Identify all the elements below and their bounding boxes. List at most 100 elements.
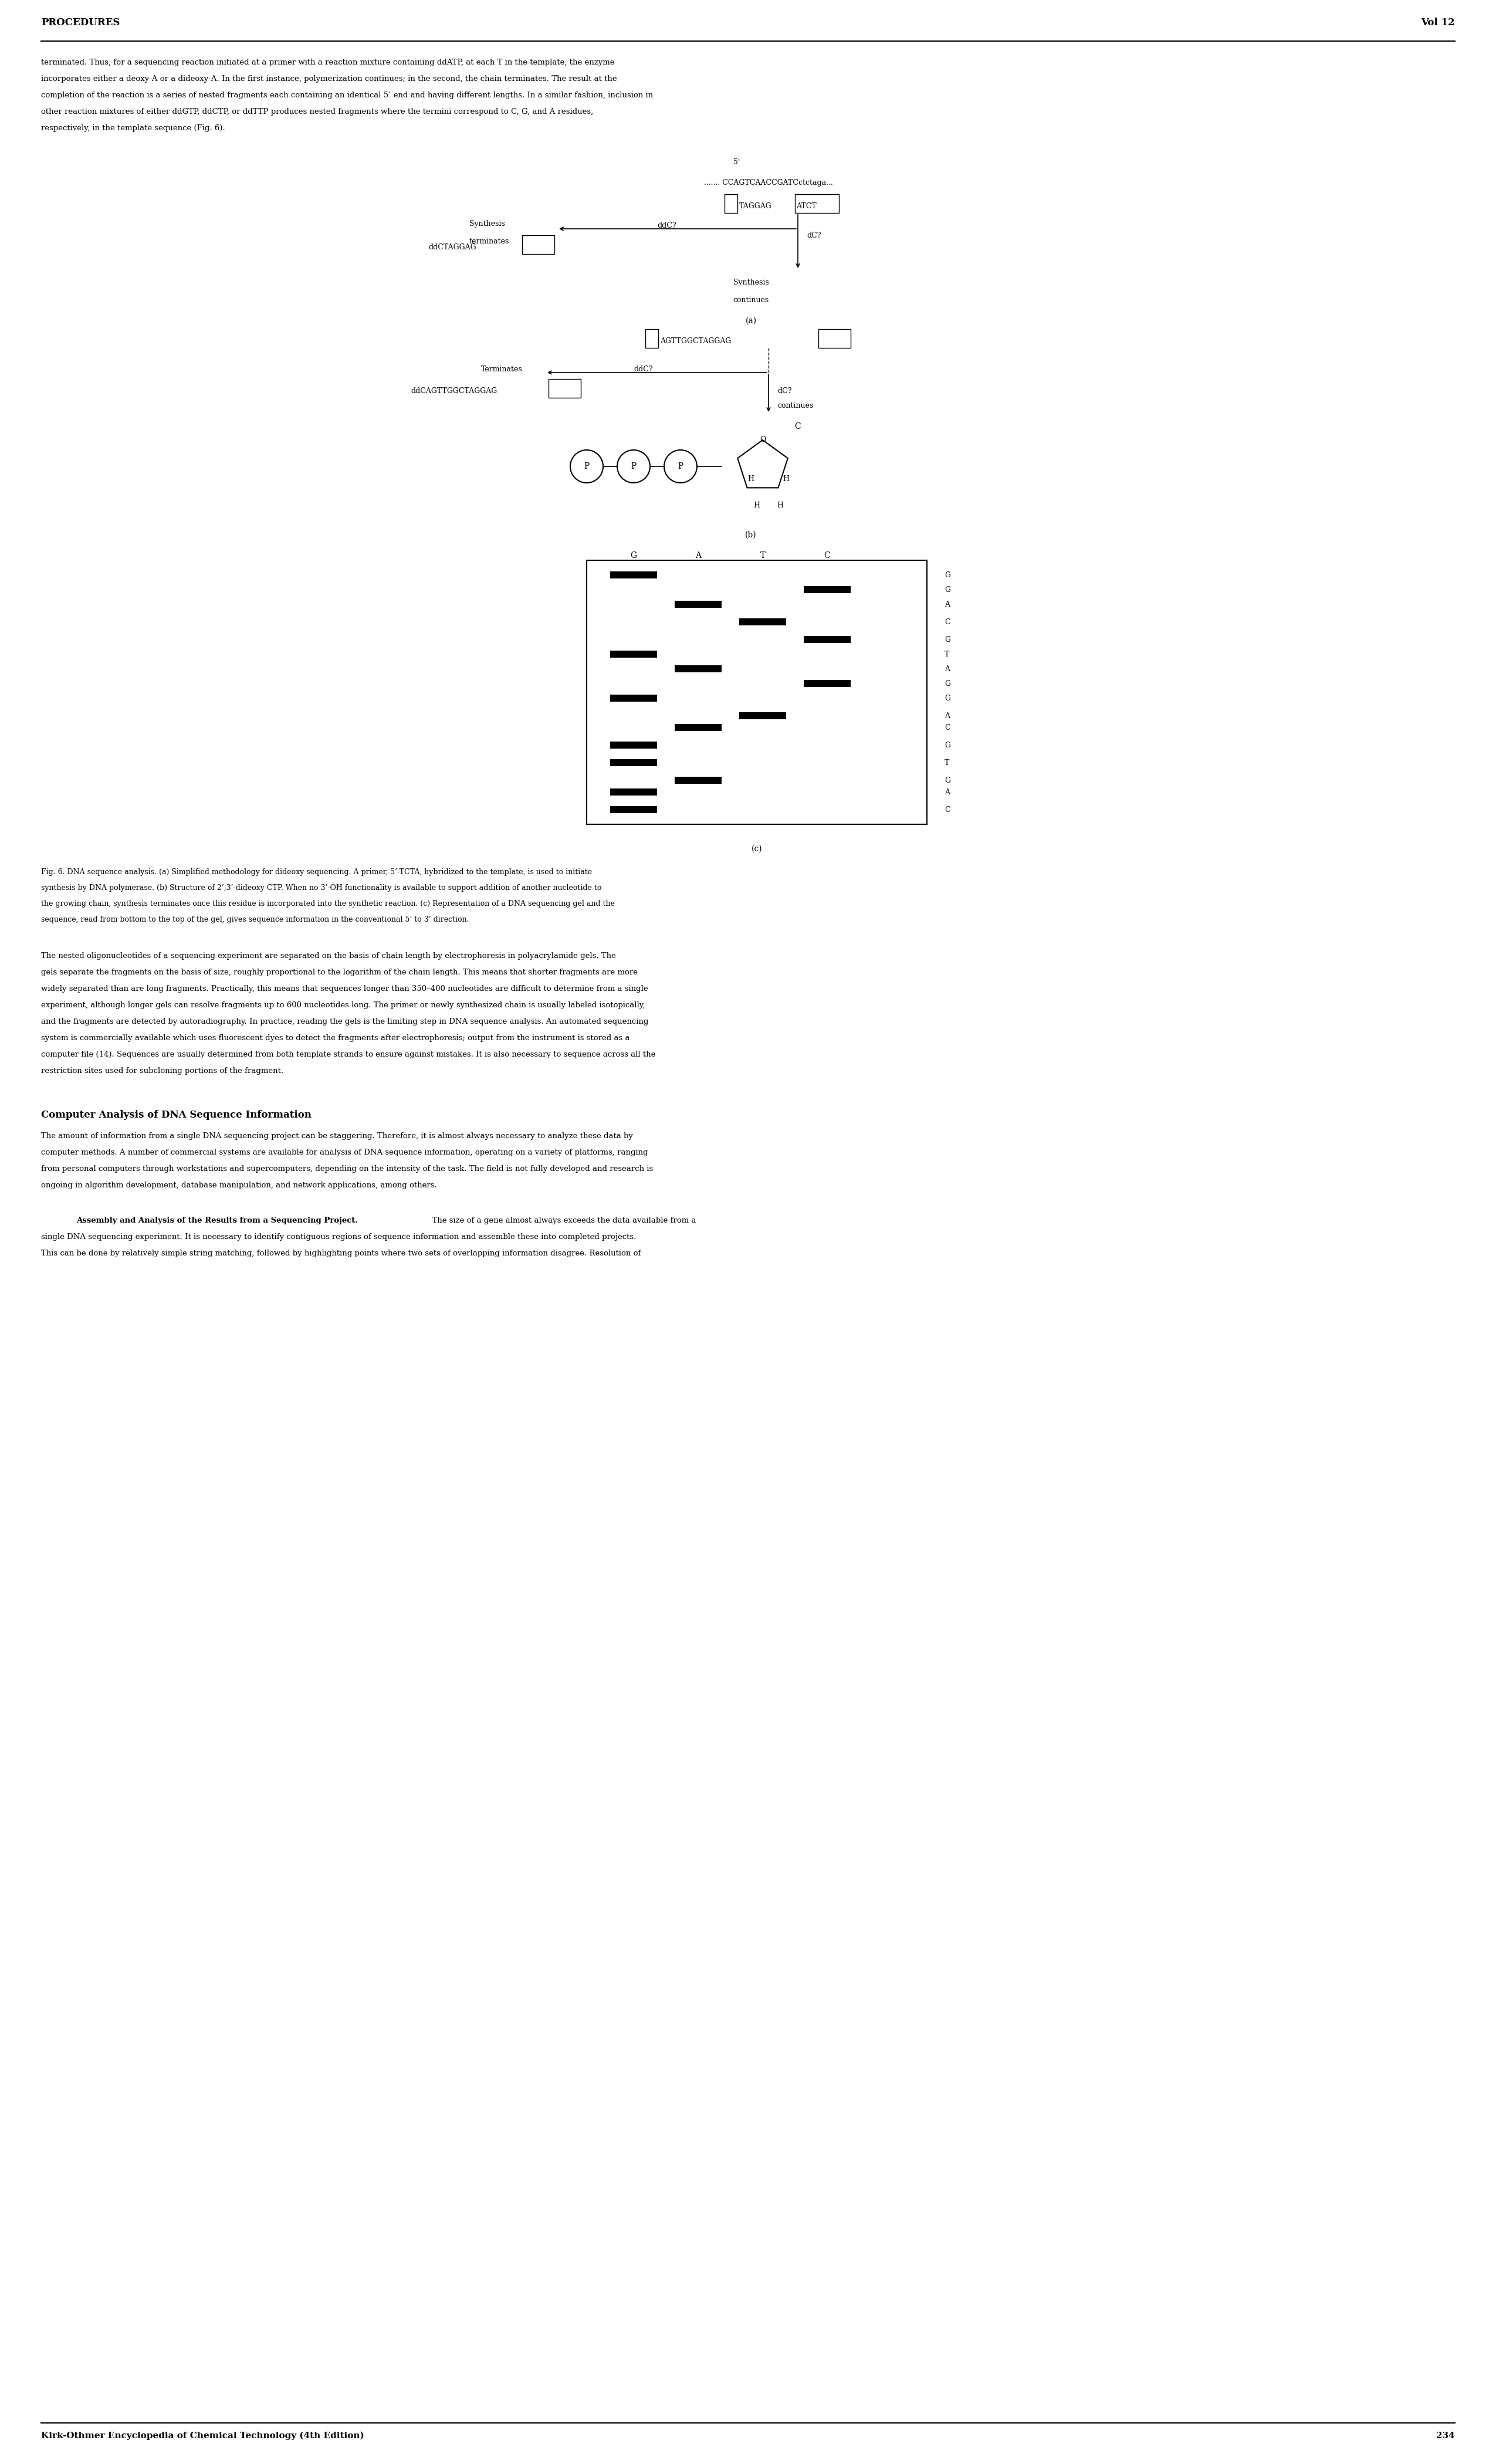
Text: computer file (14). Sequences are usually determined from both template strands : computer file (14). Sequences are usuall… <box>40 1050 655 1060</box>
Text: sequence, read from bottom to the top of the gel, gives sequence information in : sequence, read from bottom to the top of… <box>40 917 470 924</box>
Text: G: G <box>944 680 950 687</box>
Text: system is commercially available which uses fluorescent dyes to detect the fragm: system is commercially available which u… <box>40 1035 630 1042</box>
Text: terminated. Thus, for a sequencing reaction initiated at a primer with a reactio: terminated. Thus, for a sequencing react… <box>40 59 615 67</box>
Text: (b): (b) <box>745 530 757 540</box>
Bar <box>675 601 721 609</box>
Text: C: C <box>944 724 950 732</box>
Bar <box>610 806 657 813</box>
Bar <box>610 650 657 658</box>
Text: Kirk-Othmer Encyclopedia of Chemical Technology (4th Edition): Kirk-Othmer Encyclopedia of Chemical Tec… <box>40 2432 364 2439</box>
Text: ddC?: ddC? <box>634 365 652 372</box>
Text: C: C <box>824 552 830 559</box>
Text: A: A <box>696 552 702 559</box>
Text: Vol 12: Vol 12 <box>1421 17 1456 27</box>
Text: G: G <box>944 636 950 643</box>
Bar <box>610 572 657 579</box>
Text: widely separated than are long fragments. Practically, this means that sequences: widely separated than are long fragments… <box>40 986 648 993</box>
Text: and the fragments are detected by autoradiography. In practice, reading the gels: and the fragments are detected by autora… <box>40 1018 648 1025</box>
Bar <box>803 636 851 643</box>
Bar <box>818 330 851 347</box>
Text: C: C <box>794 421 800 431</box>
Bar <box>794 195 839 212</box>
Text: other reaction mixtures of either ddGTP, ddCTP, or ddTTP produces nested fragmen: other reaction mixtures of either ddGTP,… <box>40 108 594 116</box>
Text: H: H <box>776 503 784 510</box>
Text: A: A <box>944 788 950 796</box>
Text: H: H <box>748 476 754 483</box>
Text: P: P <box>678 463 684 471</box>
Bar <box>610 742 657 749</box>
Text: P: P <box>583 463 589 471</box>
Text: (c): (c) <box>751 845 763 853</box>
Text: experiment, although longer gels can resolve fragments up to 600 nucleotides lon: experiment, although longer gels can res… <box>40 1000 645 1010</box>
Text: 5': 5' <box>733 158 741 165</box>
Text: 234: 234 <box>1436 2432 1456 2439</box>
Bar <box>586 559 928 825</box>
Text: Synthesis: Synthesis <box>470 219 506 227</box>
Text: T: T <box>760 552 766 559</box>
Bar <box>739 712 785 719</box>
Text: dC?: dC? <box>778 387 791 394</box>
Circle shape <box>664 451 697 483</box>
Text: gels separate the fragments on the basis of size, roughly proportional to the lo: gels separate the fragments on the basis… <box>40 968 637 976</box>
Bar <box>549 379 580 397</box>
Text: G: G <box>944 776 950 784</box>
Text: incorporates either a deoxy-A or a dideoxy-A. In the first instance, polymerizat: incorporates either a deoxy-A or a dideo… <box>40 74 616 84</box>
Bar <box>739 618 785 626</box>
Text: The amount of information from a single DNA sequencing project can be staggering: The amount of information from a single … <box>40 1133 633 1141</box>
Bar <box>522 234 555 254</box>
Text: continues: continues <box>733 296 769 303</box>
Text: dC?: dC? <box>806 232 821 239</box>
Text: Synthesis: Synthesis <box>733 278 769 286</box>
Text: H: H <box>754 503 760 510</box>
Circle shape <box>618 451 651 483</box>
Text: C: C <box>944 806 950 813</box>
Bar <box>803 680 851 687</box>
Text: This can be done by relatively simple string matching, followed by highlighting : This can be done by relatively simple st… <box>40 1249 640 1257</box>
Text: ddCAGTTGGCTAGGAG: ddCAGTTGGCTAGGAG <box>411 387 497 394</box>
Text: P: P <box>631 463 636 471</box>
Circle shape <box>570 451 603 483</box>
Text: from personal computers through workstations and supercomputers, depending on th: from personal computers through workstat… <box>40 1165 654 1173</box>
Bar <box>803 586 851 594</box>
Text: The nested oligonucleotides of a sequencing experiment are separated on the basi: The nested oligonucleotides of a sequenc… <box>40 951 616 961</box>
Bar <box>675 724 721 732</box>
Text: G: G <box>944 572 950 579</box>
Text: G: G <box>944 695 950 702</box>
Text: computer methods. A number of commercial systems are available for analysis of D: computer methods. A number of commercial… <box>40 1148 648 1156</box>
Text: A: A <box>944 665 950 673</box>
Bar <box>610 759 657 766</box>
Text: ATCT: ATCT <box>796 202 817 209</box>
Text: Assembly and Analysis of the Results from a Sequencing Project.: Assembly and Analysis of the Results fro… <box>76 1217 358 1225</box>
Text: Fig. 6. DNA sequence analysis. (a) Simplified methodology for dideoxy sequencing: Fig. 6. DNA sequence analysis. (a) Simpl… <box>40 867 592 875</box>
Bar <box>610 695 657 702</box>
Text: AGTTGGCTAGGAG: AGTTGGCTAGGAG <box>660 338 732 345</box>
Text: H: H <box>782 476 790 483</box>
Text: terminates: terminates <box>470 237 510 246</box>
Text: T: T <box>944 650 950 658</box>
Text: ddC?: ddC? <box>657 222 676 229</box>
Text: restriction sites used for subcloning portions of the fragment.: restriction sites used for subcloning po… <box>40 1067 283 1074</box>
Text: G: G <box>630 552 637 559</box>
Text: the growing chain, synthesis terminates once this residue is incorporated into t: the growing chain, synthesis terminates … <box>40 899 615 907</box>
Text: single DNA sequencing experiment. It is necessary to identify contiguous regions: single DNA sequencing experiment. It is … <box>40 1232 636 1242</box>
Text: PROCEDURES: PROCEDURES <box>40 17 120 27</box>
Text: G: G <box>944 742 950 749</box>
Text: C: C <box>944 618 950 626</box>
Text: ddCTAGGAG: ddCTAGGAG <box>428 244 476 251</box>
Text: A: A <box>944 601 950 609</box>
Text: ....... CCAGTCAACCGATCctctaga...: ....... CCAGTCAACCGATCctctaga... <box>705 180 833 187</box>
Text: synthesis by DNA polymerase. (b) Structure of 2’,3’-dideoxy CTP. When no 3’-OH f: synthesis by DNA polymerase. (b) Structu… <box>40 885 601 892</box>
Text: completion of the reaction is a series of nested fragments each containing an id: completion of the reaction is a series o… <box>40 91 654 99</box>
Bar <box>724 195 738 212</box>
Text: Terminates: Terminates <box>482 365 522 372</box>
Text: O: O <box>760 436 766 444</box>
Bar <box>610 788 657 796</box>
Text: A: A <box>944 712 950 719</box>
Text: G: G <box>944 586 950 594</box>
Bar <box>645 330 658 347</box>
Text: ongoing in algorithm development, database manipulation, and network application: ongoing in algorithm development, databa… <box>40 1183 437 1190</box>
Text: (a): (a) <box>745 318 757 325</box>
Text: T: T <box>944 759 950 766</box>
Text: continues: continues <box>778 402 814 409</box>
Text: Computer Analysis of DNA Sequence Information: Computer Analysis of DNA Sequence Inform… <box>40 1109 311 1121</box>
